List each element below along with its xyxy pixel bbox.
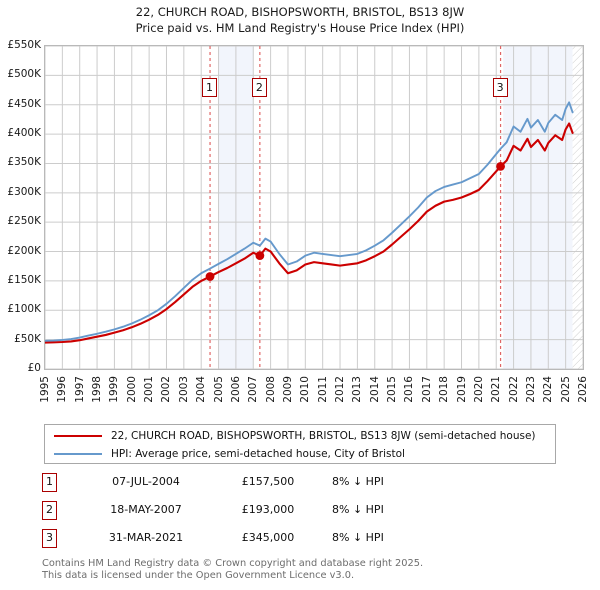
y-tick-label: £0 [27, 362, 41, 374]
x-tick-label: 2018 [438, 376, 451, 403]
hatched-band [572, 46, 583, 369]
legend-row-hpi: HPI: Average price, semi-detached house,… [45, 445, 405, 463]
transactions-table: 1 07-JUL-2004 £157,500 8% ↓ HPI 2 18-MAY… [42, 470, 562, 554]
x-tick-label: 2009 [281, 376, 294, 403]
chart-callout-2: 2 [251, 78, 267, 97]
series-line-hpi [45, 101, 574, 342]
page-title: 22, CHURCH ROAD, BISHOPSWORTH, BRISTOL, … [0, 4, 600, 36]
legend-row-property: 22, CHURCH ROAD, BISHOPSWORTH, BRISTOL, … [45, 427, 536, 445]
transaction-index-3: 3 [42, 529, 57, 548]
x-tick-label: 2021 [490, 376, 503, 403]
plot-svg [45, 46, 583, 369]
x-tick-label: 2026 [577, 376, 589, 403]
x-tick-label: 1999 [108, 376, 121, 403]
price-chart: £0 £50K £100K £150K £200K £250K £300K £350K £400… [0, 39, 600, 403]
plot-area [44, 45, 584, 370]
legend-label-property: 22, CHURCH ROAD, BISHOPSWORTH, BRISTOL, … [111, 430, 536, 442]
x-tick-label: 2002 [160, 376, 173, 403]
y-tick-label: £150K [7, 273, 41, 286]
x-tick-label: 2010 [299, 376, 312, 403]
footer-line-2: This data is licensed under the Open Gov… [42, 569, 355, 581]
x-tick-label: 2006 [229, 376, 242, 403]
series-line-property [45, 122, 574, 344]
y-tick-label: £500K [7, 68, 41, 81]
transaction-price-3: £345,000 [241, 531, 295, 544]
x-tick-label: 1996 [56, 376, 69, 403]
table-row: 1 07-JUL-2004 £157,500 8% ↓ HPI [42, 470, 562, 498]
title-line-2: Price paid vs. HM Land Registry's House … [135, 21, 465, 35]
x-tick-label: 2020 [472, 376, 485, 403]
table-row: 3 31-MAR-2021 £345,000 8% ↓ HPI [42, 526, 562, 554]
y-tick-label: £100K [7, 303, 41, 316]
x-tick-label: 2014 [368, 376, 381, 403]
marker-dot [496, 161, 505, 171]
x-tick-label: 2016 [403, 376, 416, 403]
y-tick-label: £400K [7, 127, 41, 140]
x-tick-label: 2013 [351, 376, 364, 403]
transaction-hpi-delta-3: 8% ↓ HPI [332, 531, 384, 544]
x-tick-label: 1998 [91, 376, 104, 403]
table-row: 2 18-MAY-2007 £193,000 8% ↓ HPI [42, 498, 562, 526]
shaded-band [503, 46, 573, 369]
transaction-hpi-delta-2: 8% ↓ HPI [332, 503, 384, 516]
legend-swatch-hpi [54, 453, 102, 455]
x-tick-label: 2019 [455, 376, 468, 403]
transaction-date-3: 31-MAR-2021 [108, 531, 184, 544]
y-tick-label: £300K [7, 185, 41, 198]
x-tick-label: 2011 [316, 376, 329, 403]
x-tick-label: 2000 [125, 376, 138, 403]
x-tick-label: 2003 [177, 376, 190, 403]
transaction-hpi-delta-1: 8% ↓ HPI [332, 475, 384, 488]
x-tick-label: 2007 [247, 376, 260, 403]
x-tick-label: 2012 [334, 376, 347, 403]
y-tick-label: £50K [14, 332, 41, 345]
copyright-footer: Contains HM Land Registry data © Crown c… [42, 558, 582, 581]
x-tick-label: 2023 [524, 376, 537, 403]
legend-swatch-property [54, 435, 102, 437]
y-axis-labels: £0 £50K £100K £150K £200K £250K £300K £350K £400… [0, 39, 41, 374]
x-tick-label: 2025 [559, 376, 572, 403]
y-tick-label: £450K [7, 97, 41, 110]
x-tick-label: 2015 [386, 376, 399, 403]
y-tick-label: £550K [7, 39, 41, 51]
x-tick-label: 2001 [143, 376, 156, 403]
transaction-date-1: 07-JUL-2004 [112, 475, 180, 488]
title-line-1: 22, CHURCH ROAD, BISHOPSWORTH, BRISTOL, … [135, 5, 465, 19]
chart-legend: 22, CHURCH ROAD, BISHOPSWORTH, BRISTOL, … [44, 424, 556, 464]
y-tick-label: £200K [7, 244, 41, 257]
x-tick-label: 1995 [39, 376, 51, 403]
transaction-index-1: 1 [42, 473, 57, 492]
transaction-price-1: £157,500 [241, 475, 295, 488]
marker-dot [205, 272, 215, 281]
marker-dot [255, 251, 265, 261]
y-tick-label: £250K [7, 215, 41, 228]
footer-line-1: Contains HM Land Registry data © Crown c… [42, 558, 424, 569]
x-tick-label: 1997 [73, 376, 86, 403]
transaction-index-2: 2 [42, 501, 57, 520]
y-tick-label: £350K [7, 156, 41, 169]
transaction-price-2: £193,000 [241, 503, 295, 516]
legend-label-hpi: HPI: Average price, semi-detached house,… [111, 448, 405, 460]
x-tick-label: 2005 [212, 376, 225, 403]
transaction-date-2: 18-MAY-2007 [110, 503, 182, 516]
x-axis-labels: 1995 1996 1997 1998 1999 2000 2001 2002 2003 2004… [39, 376, 589, 420]
x-tick-label: 2024 [542, 376, 555, 403]
x-tick-label: 2004 [195, 376, 208, 403]
x-tick-label: 2022 [507, 376, 520, 403]
chart-callout-3: 3 [492, 78, 508, 97]
x-tick-label: 2017 [420, 376, 433, 403]
chart-callout-1: 1 [202, 78, 218, 97]
x-tick-label: 2008 [264, 376, 277, 403]
